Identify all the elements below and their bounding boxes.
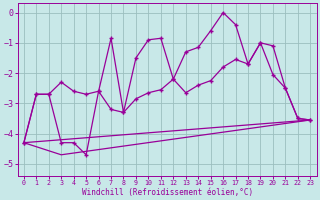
X-axis label: Windchill (Refroidissement éolien,°C): Windchill (Refroidissement éolien,°C) bbox=[82, 188, 253, 197]
